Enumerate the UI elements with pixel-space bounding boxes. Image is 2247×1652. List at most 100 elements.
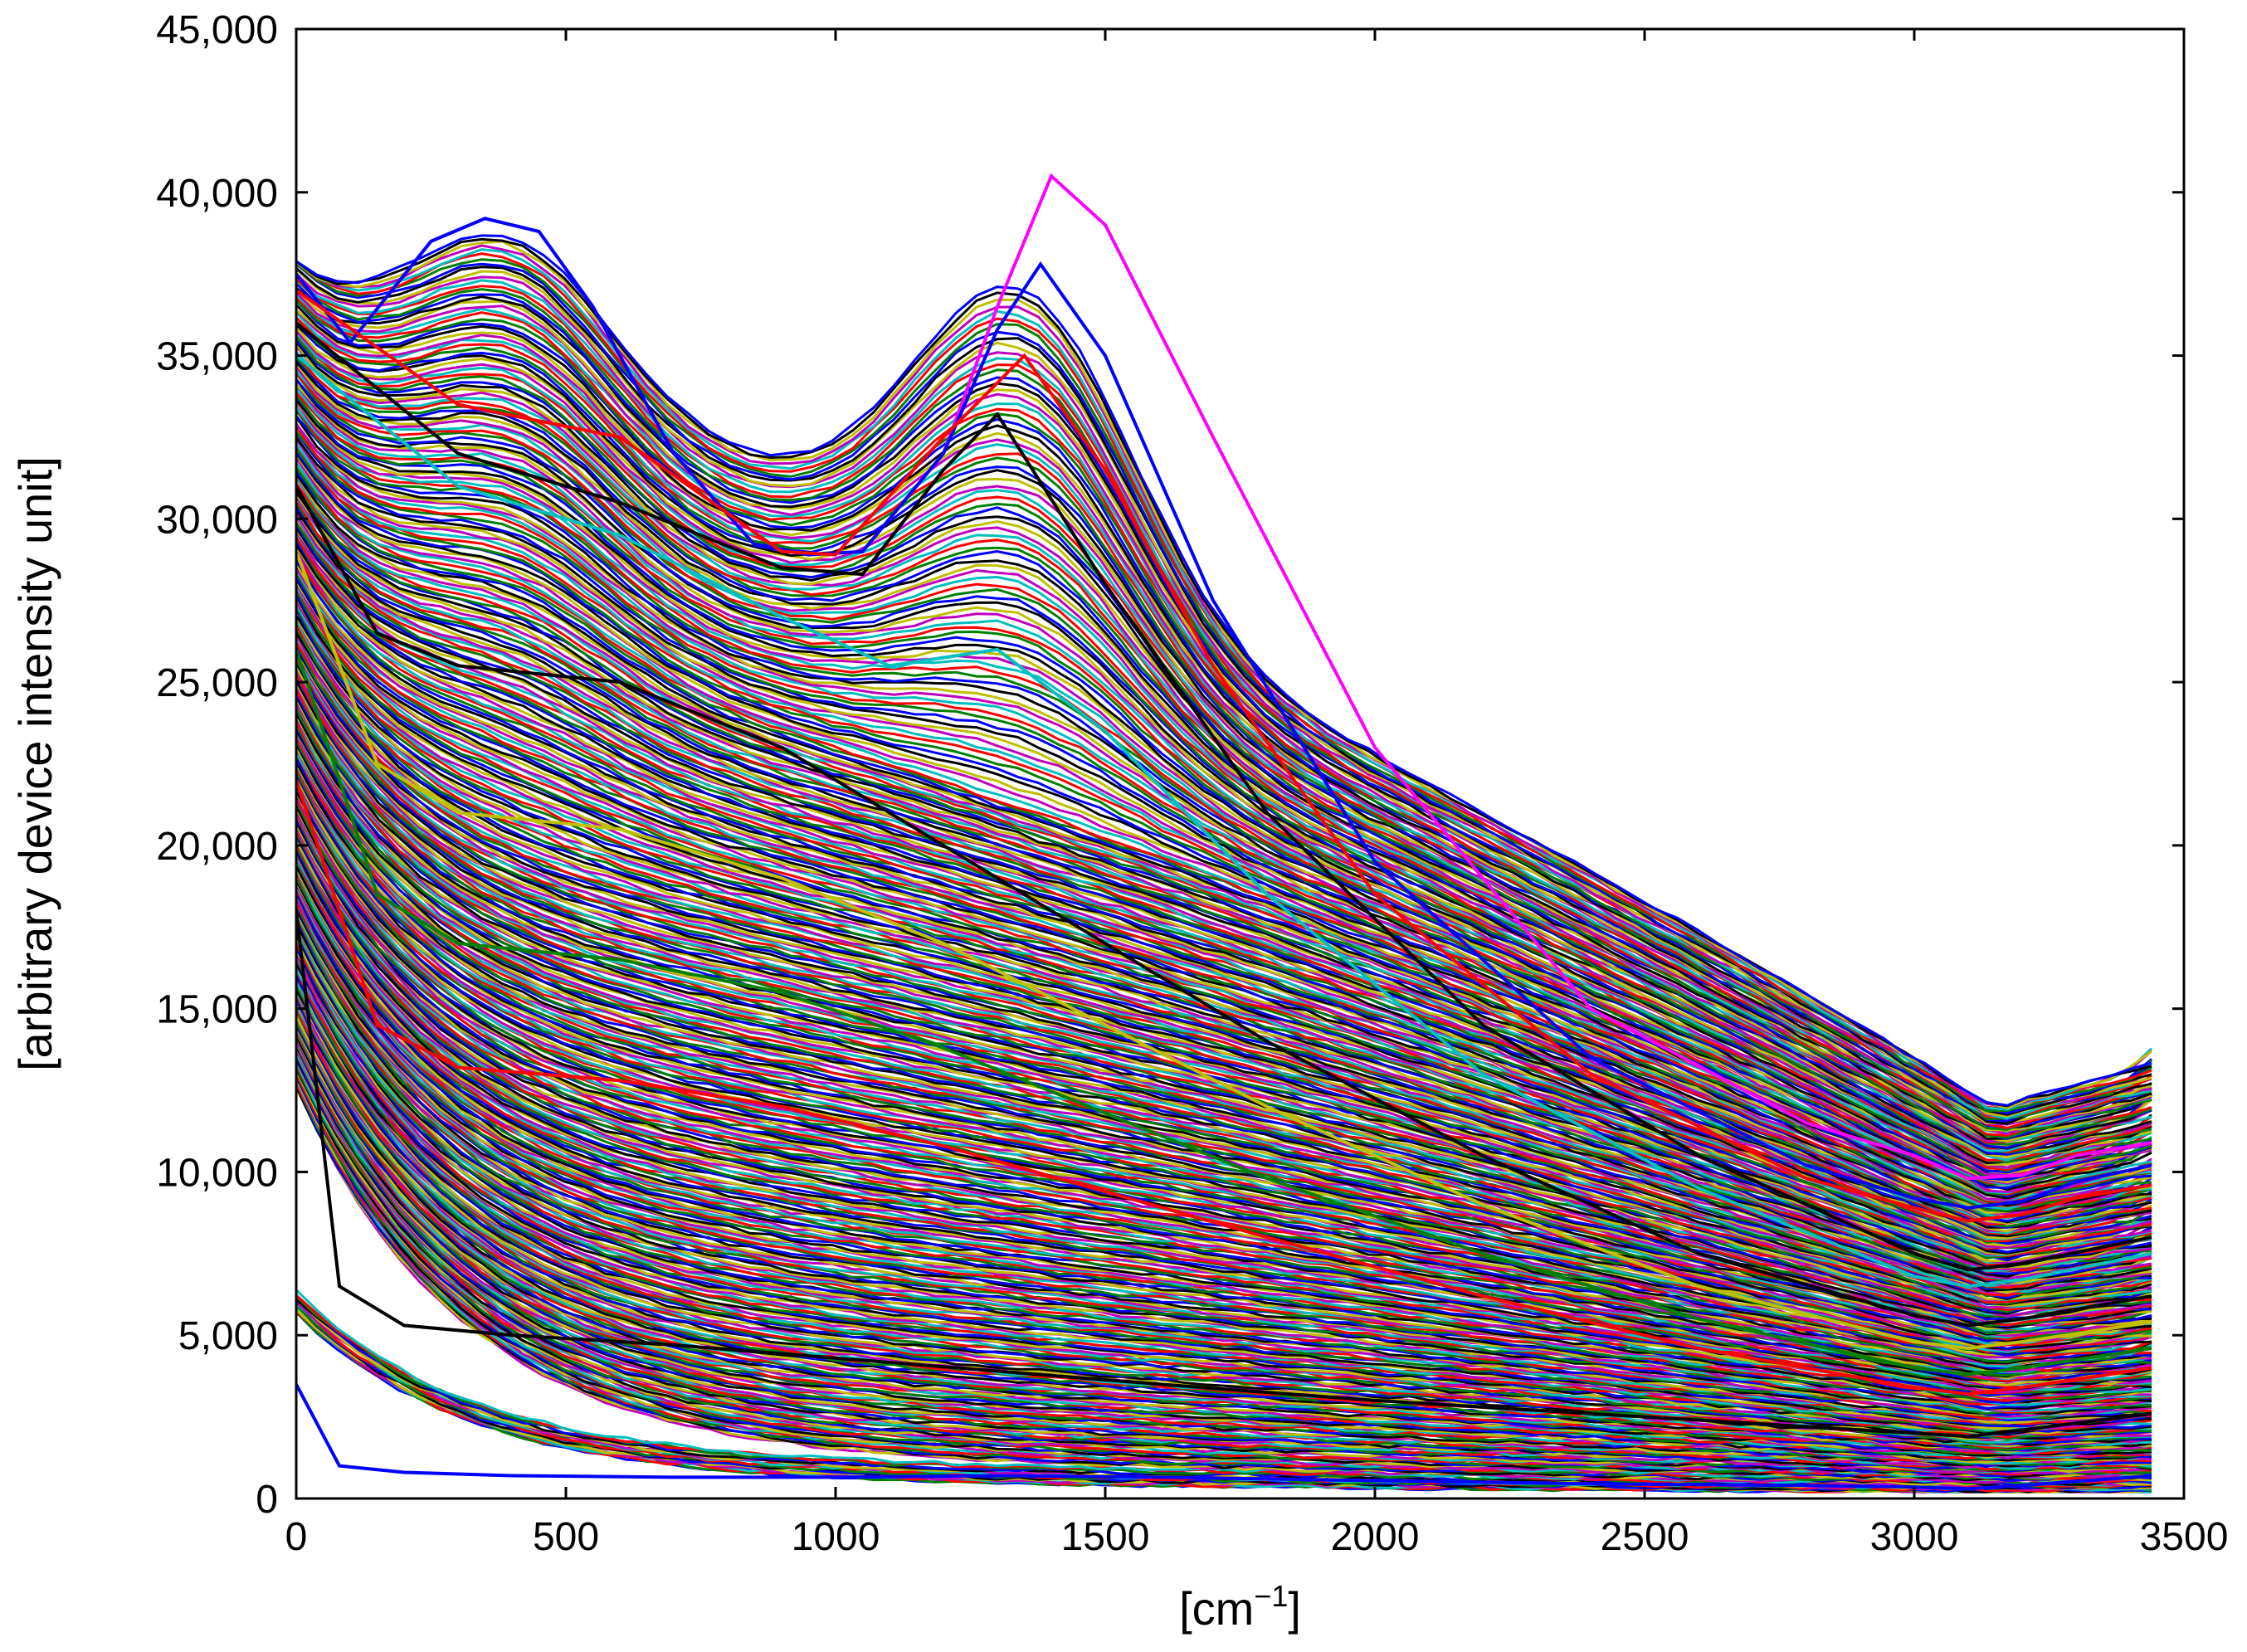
y-tick-label: 45,000 <box>156 8 278 52</box>
spectrum-line <box>296 631 2152 1278</box>
spectrum-line <box>296 329 2152 1143</box>
spectrum-line <box>296 339 2152 1149</box>
spectrum-line <box>296 378 2152 1163</box>
spectrum-line <box>296 786 2152 1347</box>
spectrum-line <box>296 1009 2152 1452</box>
spectrum-line <box>296 524 2152 1229</box>
y-tick-label: 20,000 <box>156 825 278 869</box>
x-axis-title-unit: [cm <box>1179 1582 1254 1635</box>
spectrum-line <box>296 494 2152 1215</box>
y-tick-label: 0 <box>256 1478 278 1522</box>
x-axis: 0 500 1000 1500 2000 2500 3000 3500 <box>285 29 2229 1559</box>
spectrum-line <box>296 698 2152 1308</box>
y-tick-label: 10,000 <box>156 1151 278 1195</box>
spectrum-line <box>296 417 2152 1184</box>
series-line <box>296 354 2152 1289</box>
spectrum-line <box>296 296 2152 1129</box>
spectrum-line <box>296 543 2152 1238</box>
x-tick-label: 0 <box>285 1515 308 1559</box>
spectrum-line <box>296 509 2152 1224</box>
x-tick-label: 1000 <box>792 1515 880 1559</box>
spectrum-line <box>296 1044 2152 1466</box>
spectrum-line <box>296 714 2152 1313</box>
spectrum-line <box>296 811 2152 1359</box>
spectrum-line <box>296 278 2153 1121</box>
spectrum-line <box>296 451 2152 1198</box>
spectrum-line <box>296 603 2152 1267</box>
spectrum-line <box>296 586 2152 1257</box>
spectrum-line <box>296 535 2152 1235</box>
spectrum-line <box>296 553 2152 1243</box>
series-line <box>296 779 2152 1396</box>
spectrum-line <box>296 603 2152 1265</box>
spectrum-line <box>296 690 2152 1304</box>
spectrum-line <box>296 641 2152 1281</box>
spectrum-line <box>296 656 2152 1289</box>
spectrum-line <box>296 426 2152 1185</box>
spectrum-line <box>296 345 2152 1150</box>
y-tick-label: 5,000 <box>178 1314 278 1358</box>
spectrum-line <box>296 1007 2152 1449</box>
spectrum-line <box>296 1055 2152 1473</box>
spectrum-line <box>296 1059 2152 1474</box>
spectrum-line <box>296 649 2152 1285</box>
spectrum-line <box>296 378 2152 1165</box>
spectrum-line <box>296 589 2152 1260</box>
spectrum-line <box>296 556 2152 1244</box>
spectrum-line <box>296 407 2152 1177</box>
spectrum-line <box>296 443 2152 1195</box>
x-tick-label: 3500 <box>2140 1515 2229 1559</box>
y-axis: 0 5,000 10,000 15,000 20,000 25,000 30,000 35,0… <box>156 8 2184 1522</box>
spectrum-line <box>296 680 2152 1300</box>
spectrum-line <box>296 943 2152 1421</box>
x-tick-label: 500 <box>533 1515 599 1559</box>
series-line <box>296 485 2152 1328</box>
spectrum-line <box>296 988 2152 1440</box>
y-tick-label: 40,000 <box>156 172 278 216</box>
spectrum-line <box>296 273 2152 1116</box>
spectrum-line <box>296 262 2152 1115</box>
x-tick-label: 2500 <box>1601 1515 1689 1559</box>
y-axis-title: [arbitrary device intensity unit] <box>9 456 61 1071</box>
spectrum-line <box>296 475 2152 1207</box>
spectrum-line <box>296 962 2152 1430</box>
spectrum-line <box>296 258 2152 1113</box>
spectrum-line <box>296 452 2152 1200</box>
spectrum-line <box>296 954 2152 1425</box>
spectrum-line <box>296 407 2152 1177</box>
spectrum-line <box>296 633 2152 1280</box>
y-tick-label: 15,000 <box>156 988 278 1032</box>
spectrum-line <box>296 444 2152 1196</box>
plot-frame <box>295 27 2186 1500</box>
series-layer <box>296 173 2153 1494</box>
spectrum-line <box>296 761 2152 1336</box>
spectrum-line <box>296 763 2152 1339</box>
spectrum-line <box>296 1070 2152 1480</box>
series-line <box>296 321 2152 1272</box>
x-axis-title-exponent: −1 <box>1254 1579 1288 1613</box>
series-line <box>296 910 2152 1439</box>
spectrum-line <box>296 416 2152 1181</box>
y-tick-label: 25,000 <box>156 661 278 705</box>
x-tick-label: 2000 <box>1331 1515 1420 1559</box>
spectrum-line <box>296 1024 2152 1459</box>
spectrum-line <box>296 248 2153 1111</box>
spectrum-line <box>296 933 2152 1416</box>
spectrum-line <box>296 234 2152 1107</box>
spectrum-line <box>296 340 2152 1150</box>
spectrum-line <box>296 626 2152 1275</box>
spectrum-line <box>296 316 2152 1139</box>
spectrum-line <box>296 394 2152 1172</box>
x-axis-title-close: ] <box>1288 1582 1301 1635</box>
series-line <box>296 649 2152 1377</box>
series-line <box>296 1383 2152 1491</box>
spectrum-line <box>296 597 2152 1263</box>
spectrum-line <box>296 515 2152 1226</box>
spectrum-line <box>296 975 2152 1436</box>
spectrum-line <box>296 861 2152 1382</box>
series-line <box>296 289 2152 1223</box>
y-tick-label: 30,000 <box>156 498 278 542</box>
x-axis-title: [cm−1] <box>1179 1579 1301 1635</box>
spectrum-line <box>296 333 2152 1144</box>
